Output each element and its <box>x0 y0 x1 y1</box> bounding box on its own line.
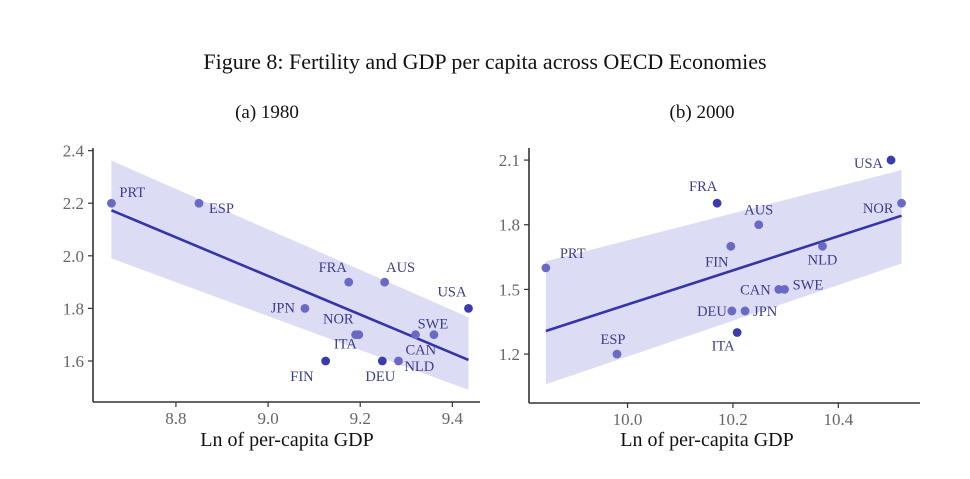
confidence-band <box>111 160 469 390</box>
y-tick-label: 1.8 <box>63 299 84 318</box>
x-tick-label: 10.4 <box>823 410 853 429</box>
point-label-fra: FRA <box>319 260 348 276</box>
y-tick-label: 1.8 <box>499 216 520 235</box>
point-label-aus: AUS <box>386 260 415 276</box>
y-tick-label: 2.0 <box>63 247 84 266</box>
point-label-prt: PRT <box>119 185 145 201</box>
subplot-title: (b) 2000 <box>670 102 735 123</box>
data-point-aus <box>754 220 764 230</box>
data-point-prt <box>541 263 551 273</box>
data-point-esp <box>612 349 622 359</box>
data-point-fra <box>344 277 354 287</box>
data-point-deu <box>727 306 737 316</box>
data-point-nor <box>897 198 906 208</box>
regression-line <box>110 209 469 362</box>
data-point-deu <box>377 356 387 366</box>
point-label-fin: FIN <box>705 254 729 270</box>
point-label-usa: USA <box>437 284 467 300</box>
point-label-jpn: JPN <box>271 300 296 316</box>
data-point-usa <box>886 155 896 165</box>
data-point-fra <box>712 198 722 208</box>
data-point-can <box>411 330 420 340</box>
data-point-fin <box>726 241 736 251</box>
point-label-nor: NOR <box>323 312 354 328</box>
data-point-ita <box>354 330 364 340</box>
data-point-prt <box>107 198 116 208</box>
subplot-title: (a) 1980 <box>235 102 299 123</box>
y-tick-label: 1.6 <box>63 352 84 371</box>
x-tick-label: 9.2 <box>350 409 371 428</box>
data-point-jpn <box>740 306 750 316</box>
point-label-usa: USA <box>854 156 884 172</box>
point-label-nld: NLD <box>808 252 838 268</box>
data-point-nld <box>394 356 403 366</box>
x-axis-label: Ln of per-capita GDP <box>200 429 373 451</box>
point-label-swe: SWE <box>418 317 449 333</box>
point-label-prt: PRT <box>560 246 586 262</box>
panel-a-1980: (a) 1980 1.6 1.8 2.0 2.2 2.4 8.8 9.0 9.2 9.4 Ln of… <box>63 102 480 451</box>
point-label-nld: NLD <box>404 359 434 375</box>
panel-b-2000: (b) 2000 1.2 1.5 1.8 2.1 10.0 10.2 10.4 Ln of pe… <box>499 102 920 451</box>
point-label-swe: SWE <box>793 277 824 293</box>
x-tick-label: 10.0 <box>613 410 643 429</box>
confidence-band <box>545 169 902 385</box>
x-tick-label: 9.4 <box>442 409 464 428</box>
regression-line <box>545 214 902 333</box>
data-point-aus <box>380 277 390 287</box>
point-label-esp: ESP <box>601 332 626 348</box>
point-label-deu: DEU <box>365 369 395 385</box>
point-label-aus: AUS <box>744 203 773 219</box>
point-label-can: CAN <box>740 282 771 298</box>
x-tick-label: 9.0 <box>257 409 278 428</box>
figure-title: Figure 8: Fertility and GDP per capita a… <box>203 49 767 74</box>
x-tick-label: 8.8 <box>165 409 186 428</box>
point-label-nor: NOR <box>863 201 894 217</box>
point-label-fra: FRA <box>689 179 718 195</box>
point-label-can: CAN <box>406 343 437 359</box>
y-tick-label: 1.2 <box>499 345 520 364</box>
x-tick-label: 10.2 <box>718 410 748 429</box>
y-tick-label: 1.5 <box>499 280 520 299</box>
data-point-swe <box>429 330 439 340</box>
y-tick-label: 2.1 <box>499 151 520 170</box>
point-label-fin: FIN <box>290 369 314 385</box>
data-point-nld <box>818 241 827 251</box>
data-point-swe <box>780 285 789 294</box>
y-tick-label: 2.2 <box>63 194 84 213</box>
data-point-esp <box>194 198 204 208</box>
y-tick-label: 2.4 <box>63 142 85 161</box>
data-point-ita <box>732 328 742 337</box>
x-axis-label: Ln of per-capita GDP <box>620 429 793 451</box>
data-point-fin <box>321 356 331 366</box>
point-label-ita: ITA <box>334 337 358 353</box>
point-label-jpn: JPN <box>753 304 778 320</box>
data-point-jpn <box>300 303 310 313</box>
point-label-ita: ITA <box>712 339 736 355</box>
point-label-deu: DEU <box>697 304 727 320</box>
point-label-esp: ESP <box>209 201 234 217</box>
data-point-usa <box>464 303 473 313</box>
